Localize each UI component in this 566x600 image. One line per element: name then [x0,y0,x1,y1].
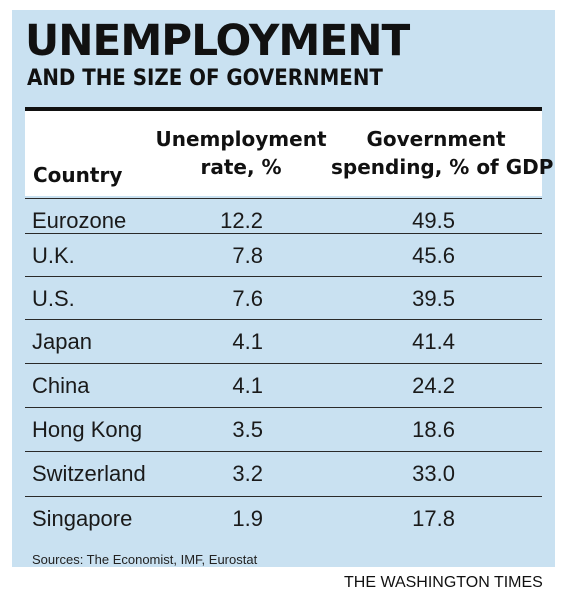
sources-note: Sources: The Economist, IMF, Eurostat [32,552,258,567]
chart-title: UNEMPLOYMENT [25,16,410,66]
table-row: U.S. 7.6 39.5 [25,276,542,320]
cell-country: Hong Kong [32,417,143,442]
cell-country: Eurozone [32,208,127,233]
cell-government: 49.5 [412,208,455,233]
column-header-unemployment-line-1: Unemployment [155,127,327,151]
table-row: Eurozone 12.2 49.5 [25,198,542,242]
cell-government: 39.5 [412,286,455,311]
column-header-government: Government spending, % of GDP [331,125,554,181]
cell-unemployment: 3.5 [232,417,263,442]
column-header-unemployment-line-2: rate, % [200,155,282,179]
cell-unemployment: 7.8 [232,243,263,268]
cell-country: Singapore [32,506,133,531]
table-row: Singapore 1.9 17.8 [25,496,542,540]
table-row: Switzerland 3.2 33.0 [25,451,542,495]
column-header-government-line-1: Government [366,127,506,151]
cell-country: Switzerland [32,461,146,486]
cell-unemployment: 3.2 [232,461,263,486]
column-header-unemployment: Unemployment rate, % [155,125,327,181]
cell-government: 18.6 [412,417,455,442]
cell-country: U.S. [32,286,75,311]
cell-government: 45.6 [412,243,455,268]
header-rule [25,107,542,111]
cell-unemployment: 7.6 [232,286,263,311]
table-header: Country Unemployment rate, % Government … [25,111,554,196]
cell-unemployment: 4.1 [232,373,263,398]
cell-government: 24.2 [412,373,455,398]
cell-government: 17.8 [412,506,455,531]
table-row: Hong Kong 3.5 18.6 [25,407,542,451]
cell-unemployment: 4.1 [232,329,263,354]
cell-unemployment: 12.2 [220,208,263,233]
cell-government: 41.4 [412,329,455,354]
table-row: China 4.1 24.2 [25,363,542,407]
table-row: Japan 4.1 41.4 [25,319,542,363]
chart-subtitle: AND THE SIZE OF GOVERNMENT [27,66,383,91]
cell-government: 33.0 [412,461,455,486]
column-header-government-line-2: spending, % of GDP [331,155,554,179]
cell-country: U.K. [32,243,75,268]
table-row: U.K. 7.8 45.6 [25,233,542,277]
chart-panel: UNEMPLOYMENT AND THE SIZE OF GOVERNMENT … [12,10,555,567]
publisher-credit: THE WASHINGTON TIMES [344,574,543,591]
column-header-country: Country [33,163,123,187]
cell-country: China [32,373,90,398]
cell-unemployment: 1.9 [232,506,263,531]
cell-country: Japan [32,329,92,354]
